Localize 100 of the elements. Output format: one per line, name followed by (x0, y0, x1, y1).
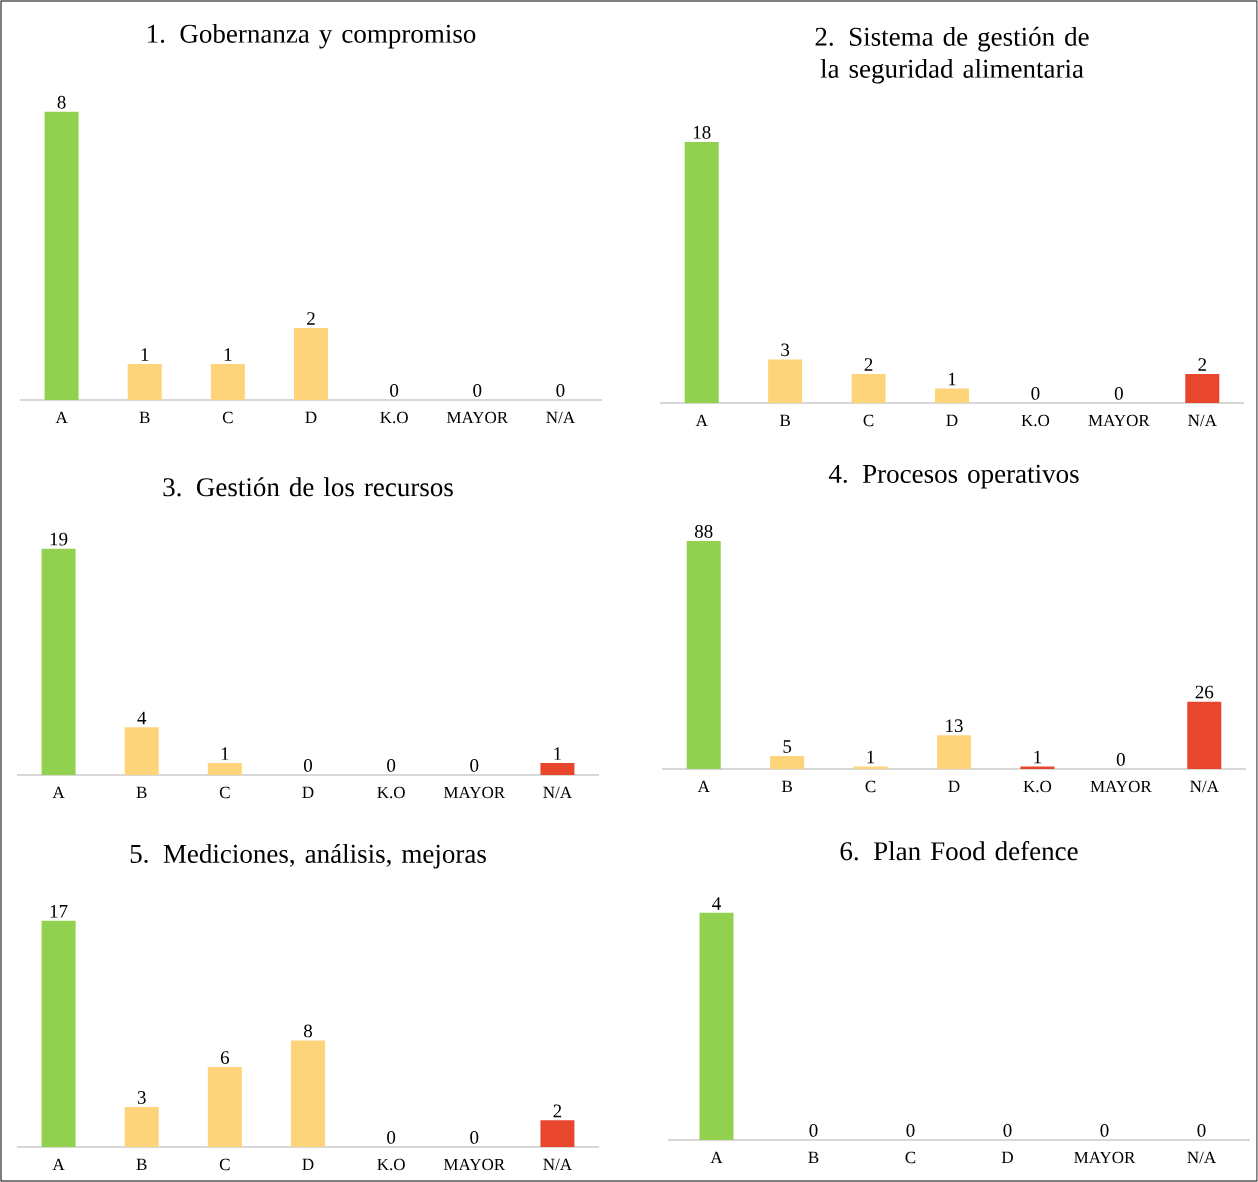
x-tick-label: K.O (377, 1158, 405, 1171)
chart-title: 5. Mediciones, análisis, mejoras (130, 843, 486, 869)
x-tick-label: C (219, 1158, 230, 1171)
bar (851, 373, 886, 403)
x-tick-label: D (946, 414, 958, 426)
x-tick-label: A (55, 411, 68, 424)
x-tick-label: C (863, 414, 874, 427)
x-tick-label: N/A (1187, 1151, 1217, 1164)
data-label: 2 (864, 358, 873, 371)
data-label: 4 (137, 711, 147, 725)
x-tick-label: D (948, 780, 960, 792)
data-label: 1 (948, 372, 956, 386)
data-label: 0 (387, 758, 396, 772)
data-label: 3 (781, 343, 790, 357)
x-tick-label: D (302, 1158, 314, 1170)
data-label: 1 (141, 348, 149, 361)
x-tick-label: C (222, 411, 233, 424)
data-label: 0 (303, 758, 313, 772)
data-label: 19 (50, 532, 68, 546)
bar (684, 141, 719, 403)
x-tick-label: N/A (543, 1158, 572, 1171)
data-label: 1 (224, 348, 232, 361)
data-label: 3 (137, 1091, 146, 1104)
data-label: 1 (221, 747, 229, 760)
x-tick-label: D (302, 786, 314, 798)
data-label: 0 (470, 1130, 479, 1144)
x-tick-label: MAYOR (443, 1158, 506, 1171)
x-tick-label: A (695, 414, 708, 427)
x-tick-label: C (865, 780, 876, 793)
x-tick-label: A (52, 786, 65, 799)
data-label: 1 (867, 750, 875, 764)
x-tick-label: B (779, 414, 790, 426)
data-label: 0 (473, 383, 482, 397)
data-label: 0 (1116, 752, 1125, 766)
data-label: 26 (1195, 685, 1214, 699)
bar (937, 735, 971, 769)
x-tick-label: A (52, 1158, 65, 1171)
bar (1185, 373, 1220, 403)
data-label: 2 (307, 312, 315, 325)
x-tick-label: B (781, 780, 792, 792)
x-tick-label: B (139, 411, 150, 423)
data-label: 8 (303, 1024, 313, 1038)
data-label: 0 (387, 1130, 396, 1144)
bar (935, 388, 969, 403)
x-tick-label: K.O (377, 786, 405, 799)
data-label: 0 (556, 383, 565, 397)
data-label: 13 (946, 719, 963, 733)
x-tick-label: A (710, 1151, 723, 1164)
data-label: 6 (220, 1051, 230, 1064)
data-label: 0 (906, 1123, 915, 1137)
x-tick-label: C (905, 1151, 916, 1164)
x-tick-label: D (305, 411, 317, 423)
chart-title: 3. Gestión de los recursos (163, 477, 453, 497)
bar (853, 766, 888, 769)
data-label: 0 (1197, 1123, 1206, 1137)
data-label: 0 (1114, 386, 1123, 400)
bar (124, 1107, 159, 1147)
x-tick-label: MAYOR (1088, 414, 1150, 427)
bar (41, 920, 76, 1147)
x-tick-label: B (136, 786, 147, 798)
x-tick-label: B (808, 1151, 819, 1163)
x-tick-label: MAYOR (443, 786, 506, 799)
bar (1020, 766, 1055, 769)
chart-title: 6. Plan Food defence (840, 841, 1078, 861)
x-tick-label: A (697, 780, 710, 793)
data-label: 5 (783, 740, 792, 753)
data-label: 2 (1198, 358, 1206, 371)
data-label: 1 (1034, 750, 1042, 764)
x-tick-label: MAYOR (1074, 1151, 1136, 1164)
x-tick-label: C (219, 786, 230, 799)
x-tick-label: MAYOR (1090, 780, 1152, 793)
chart-title: 4. Procesos operativos (828, 464, 1079, 489)
x-tick-label: MAYOR (446, 411, 509, 424)
x-tick-label: K.O (380, 411, 408, 424)
x-tick-label: B (136, 1158, 147, 1170)
bar (540, 1120, 575, 1147)
x-tick-label: N/A (546, 411, 575, 424)
x-tick-label: N/A (543, 786, 572, 799)
bar (1187, 701, 1222, 769)
data-label: 1 (554, 747, 562, 760)
x-tick-label: N/A (1188, 414, 1217, 427)
data-label: 0 (470, 758, 479, 772)
bar (291, 1040, 326, 1147)
x-tick-label: N/A (1190, 780, 1219, 793)
data-label: 0 (1100, 1123, 1109, 1137)
bar (686, 541, 721, 769)
data-label: 0 (1031, 386, 1040, 400)
chart-title: 1. Gobernanza y compromiso (148, 23, 476, 49)
data-label: 0 (1003, 1123, 1012, 1137)
x-tick-label: K.O (1021, 414, 1050, 427)
chart-title: 2. Sistema de gestión de la seguridad alimentaria (815, 26, 1089, 84)
data-label: 17 (50, 904, 68, 918)
data-label: 2 (553, 1104, 562, 1118)
x-tick-label: D (1001, 1151, 1013, 1163)
data-label: 4 (712, 897, 721, 910)
data-label: 88 (694, 525, 713, 538)
data-label: 0 (390, 383, 399, 397)
bar (770, 756, 805, 769)
data-label: 0 (809, 1123, 818, 1137)
x-tick-label: K.O (1023, 780, 1052, 793)
